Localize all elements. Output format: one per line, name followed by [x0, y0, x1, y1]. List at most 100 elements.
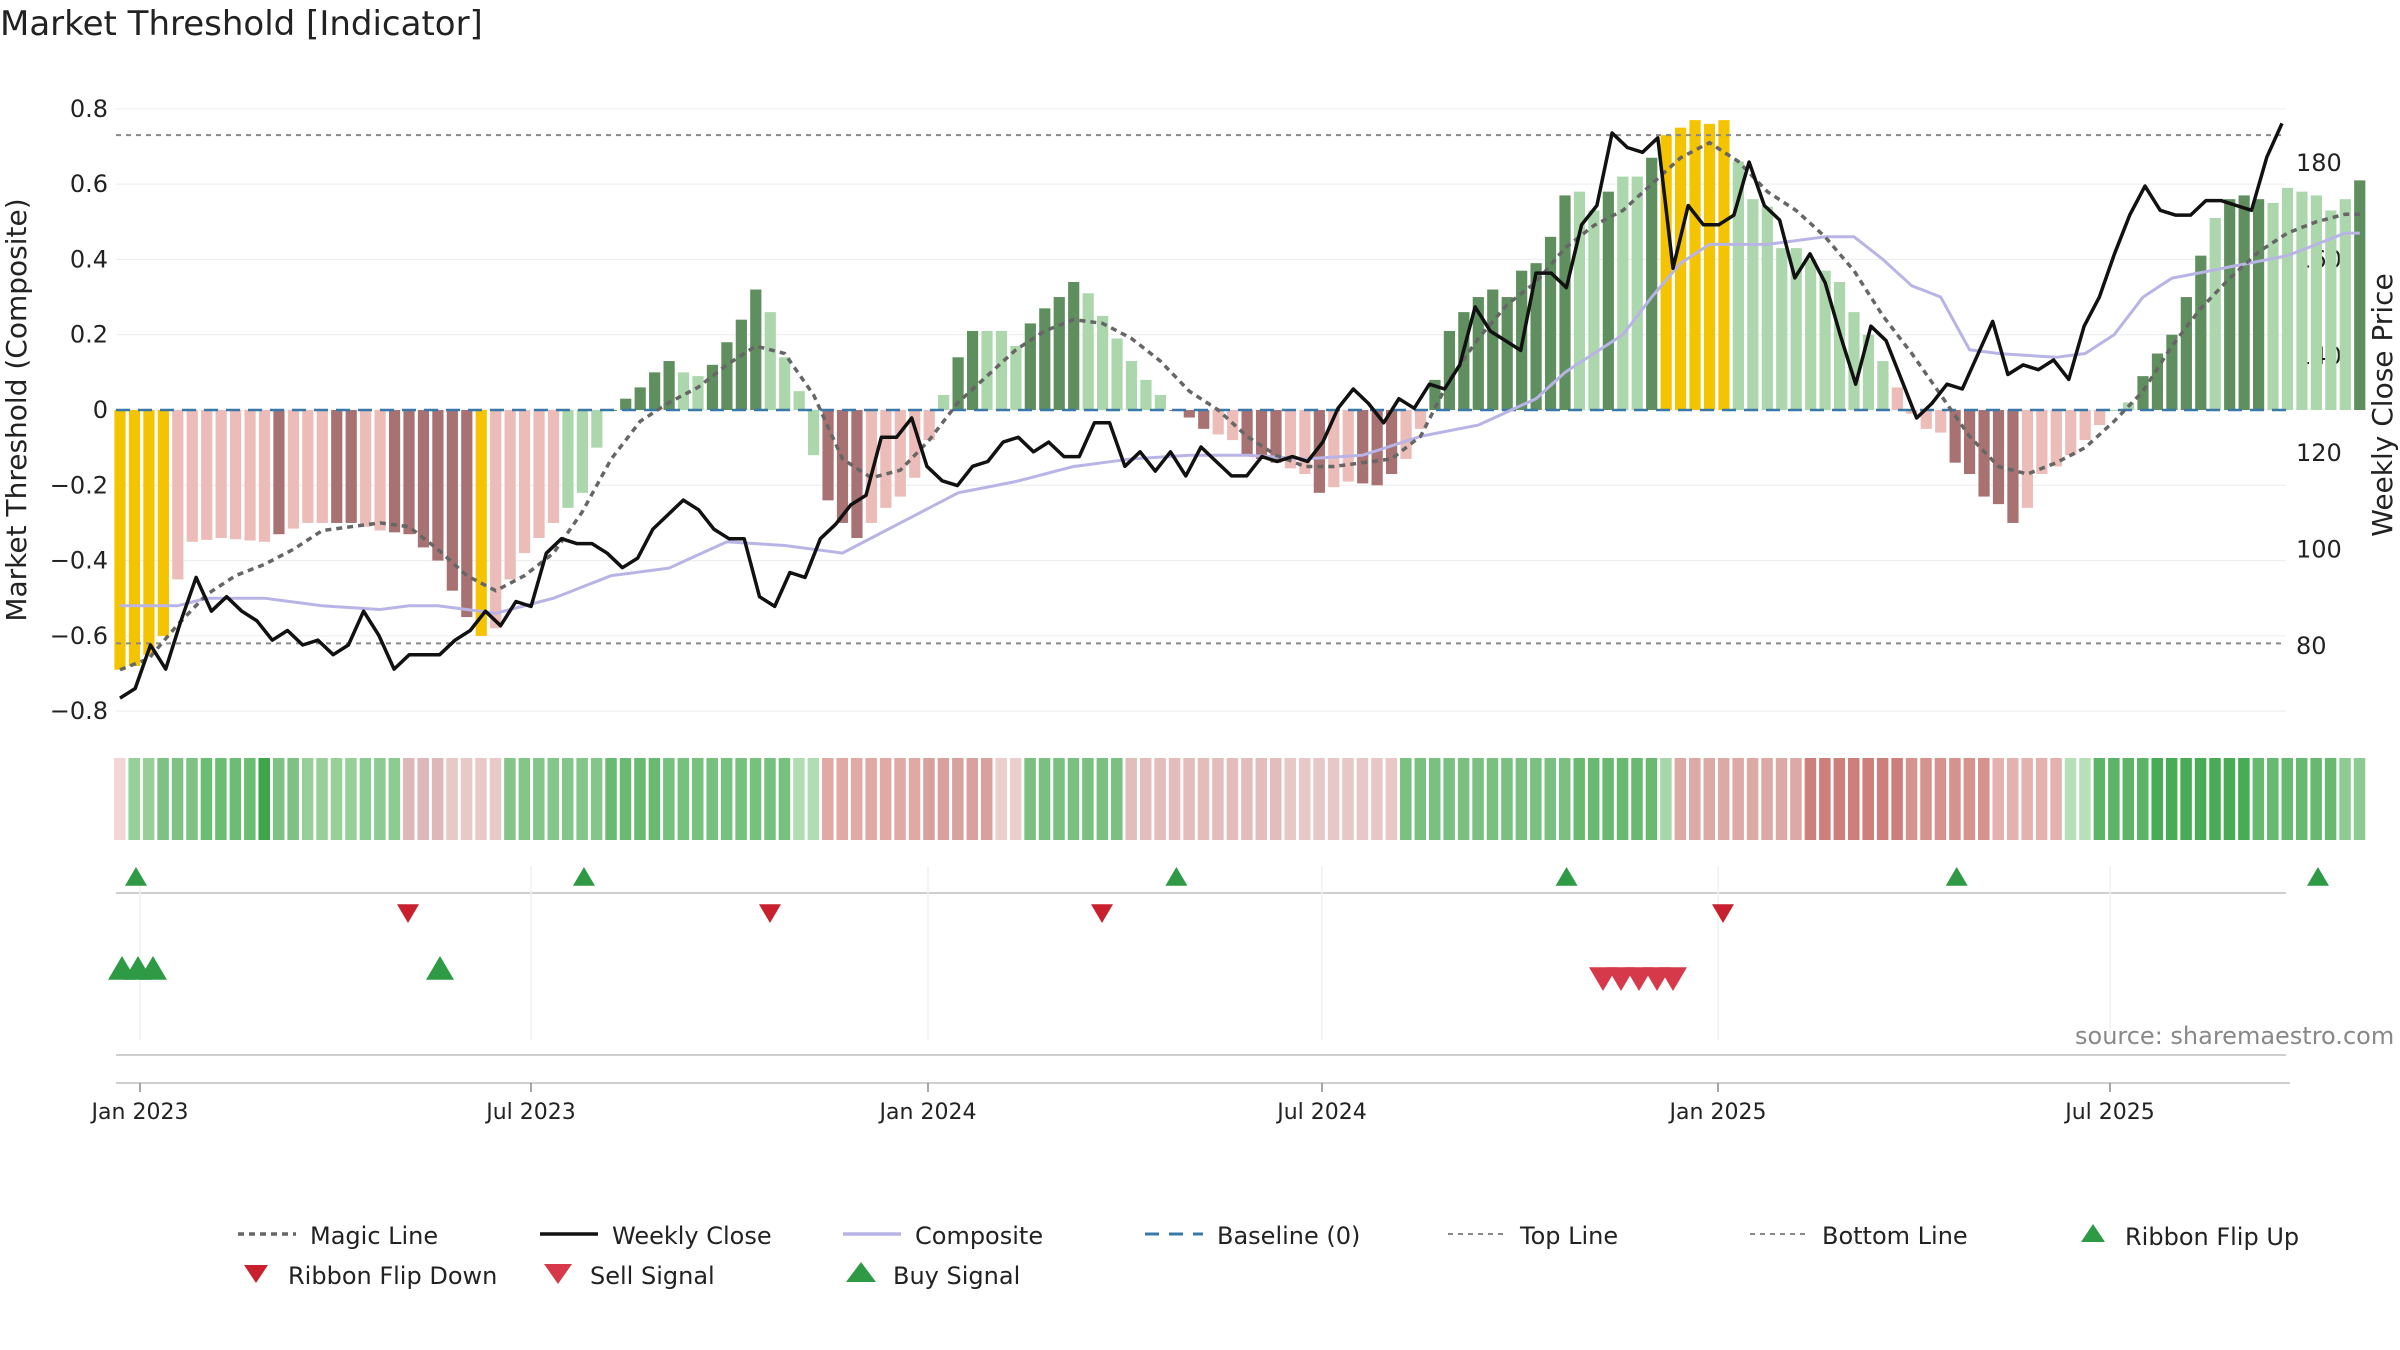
ribbon-cell: [345, 758, 357, 840]
legend-item: Weekly Close: [540, 1222, 772, 1250]
composite-bar: [345, 410, 357, 523]
ribbon-cell: [142, 758, 155, 840]
composite-bar: [1039, 308, 1051, 410]
ribbon-cell: [1992, 758, 2004, 840]
ribbon-cell: [2295, 758, 2308, 840]
y-tick-label-left: 0.4: [70, 245, 108, 273]
composite-bar: [1082, 293, 1094, 410]
ribbon-cell: [1024, 758, 1036, 840]
ribbon-cell: [1559, 758, 1571, 840]
ribbon-cell: [1284, 758, 1296, 840]
composite-bar: [475, 410, 487, 636]
ribbon-cell: [1400, 758, 1412, 840]
ribbon-cell: [1270, 758, 1282, 840]
composite-bar: [822, 410, 834, 501]
ribbon-cell: [1674, 758, 1687, 840]
ribbon-cell: [981, 758, 993, 840]
composite-bar: [157, 410, 169, 636]
composite-bar: [1024, 323, 1036, 410]
composite-bar: [2021, 410, 2033, 508]
composite-bar: [172, 410, 184, 580]
composite-bar: [114, 410, 126, 670]
composite-bar: [1689, 120, 1701, 410]
ribbon-cell: [533, 758, 545, 840]
ribbon-cell: [1544, 758, 1557, 840]
composite-bar: [1400, 410, 1412, 459]
ribbon-cell: [1703, 758, 1715, 840]
ribbon-cell: [1732, 758, 1744, 840]
ribbon-cell: [2194, 758, 2207, 840]
composite-bar: [808, 410, 820, 456]
ribbon-cell: [2006, 758, 2019, 840]
composite-bar: [1154, 394, 1166, 410]
ribbon-cell: [605, 758, 617, 840]
composite-bar: [1198, 410, 1210, 429]
ribbon-cell: [1746, 758, 1759, 840]
legend-item: Buy Signal: [843, 1261, 1020, 1291]
ribbon-cell: [157, 758, 169, 840]
ribbon-cell: [966, 758, 979, 840]
composite-bar: [1776, 248, 1788, 410]
ribbon-cell: [2064, 758, 2077, 840]
legend-swatch-icon: [540, 1261, 590, 1291]
ribbon-cell: [2021, 758, 2033, 840]
composite-bar: [316, 410, 328, 523]
composite-bar: [2339, 199, 2351, 410]
ribbon-cell: [1804, 758, 1817, 840]
legend-swatch-icon: [238, 1261, 288, 1291]
composite-bar: [1703, 123, 1716, 410]
composite-bar: [1328, 410, 1340, 488]
ribbon-cell: [1038, 758, 1051, 840]
ribbon-cell: [2035, 758, 2048, 840]
ribbon-cell: [1978, 758, 1990, 840]
magic-line: [119, 140, 2360, 672]
composite-bar: [1906, 410, 1918, 414]
ribbon-cell: [2209, 758, 2221, 840]
x-tick-label: Jul 2025: [2063, 1100, 2155, 1125]
composite-bar: [230, 410, 242, 540]
y-tick-label-right: 80: [2296, 632, 2327, 660]
composite-bar: [1732, 161, 1744, 410]
legend-swatch-icon: [843, 1222, 915, 1250]
ribbon-cell: [1327, 758, 1340, 840]
ribbon-cell: [561, 758, 574, 840]
composite-bar: [663, 361, 675, 410]
composite-bar: [793, 391, 805, 410]
ribbon-cell: [1934, 758, 1947, 840]
composite-bar: [1111, 338, 1123, 410]
composite-bar: [2036, 410, 2048, 474]
composite-bar: [1140, 379, 1152, 410]
composite-bar: [649, 372, 661, 410]
composite-bar: [1053, 297, 1065, 410]
composite-bar: [706, 364, 719, 410]
ribbon-cell: [1573, 758, 1585, 840]
composite-bar: [1602, 191, 1614, 410]
composite-bar: [1588, 210, 1600, 410]
composite-bar: [461, 410, 473, 618]
y-tick-label-left: −0.2: [50, 471, 108, 499]
ribbon-cell: [1515, 758, 1528, 840]
buy-signal-marker: [139, 956, 167, 980]
ribbon-cell: [2137, 758, 2149, 840]
ribbon-cell: [1241, 758, 1253, 840]
ribbon-cell: [1414, 758, 1426, 840]
composite-bar: [1573, 191, 1586, 410]
composite-bar: [2267, 202, 2279, 410]
ribbon-cell: [2050, 758, 2062, 840]
ribbon-cell: [1371, 758, 1383, 840]
y-tick-label-left: 0.2: [70, 321, 108, 349]
composite-bar: [981, 330, 993, 410]
ribbon-cell: [1689, 758, 1701, 840]
ribbon-cell: [836, 758, 848, 840]
ribbon-cell: [1255, 758, 1268, 840]
ribbon-cell: [518, 758, 531, 840]
ribbon-cell: [359, 758, 372, 840]
composite-bar: [2007, 410, 2019, 523]
ribbon-cell: [2324, 758, 2337, 840]
ribbon-cell: [1053, 758, 1065, 840]
ribbon-cell: [1443, 758, 1455, 840]
y-tick-label-left: 0.6: [70, 170, 108, 198]
ribbon-cell: [1717, 758, 1730, 840]
composite-bar: [258, 410, 271, 542]
ribbon-cell: [1457, 758, 1470, 840]
